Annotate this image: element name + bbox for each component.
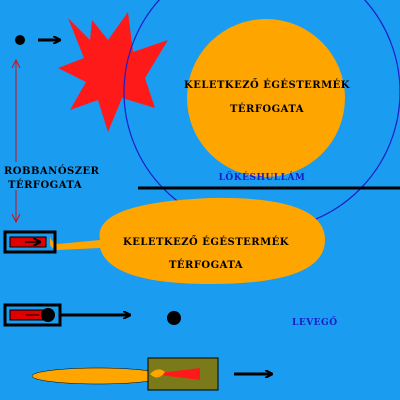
- projectile-dot-icon: [167, 311, 181, 325]
- projectile-ball: [41, 308, 55, 322]
- gas-volume-label-line2: TÉRFOGATA: [230, 103, 304, 115]
- gas-volume-ellipse: [50, 197, 325, 284]
- cannon-charge-cone: [152, 368, 200, 380]
- double-arrow-vertical-icon: [11, 58, 21, 224]
- explosion-burst-icon: [58, 12, 168, 132]
- flame-ellipse: [31, 367, 165, 385]
- projectile-dot-icon: [15, 35, 25, 45]
- air-label: LEVEGŐ: [292, 315, 338, 328]
- gas-volume-middle-label-line2: TÉRFOGATA: [169, 259, 243, 271]
- gas-volume-middle-label-line1: KELETKEZŐ ÉGÉSTERMÉK: [123, 235, 289, 248]
- gas-volume-circle: [187, 19, 345, 177]
- gas-volume-label-line1: KELETKEZŐ ÉGÉSTERMÉK: [184, 78, 350, 91]
- explosive-volume-label-line2: TÉRFOGATA: [8, 179, 82, 191]
- cannon-charge-tip: [150, 369, 165, 378]
- barrel-tube-middle: [3, 230, 57, 254]
- explosive-volume-label-line1: ROBBANÓSZER: [4, 165, 100, 177]
- shockwave-label: LÖKÉSHULLÁM: [219, 170, 306, 183]
